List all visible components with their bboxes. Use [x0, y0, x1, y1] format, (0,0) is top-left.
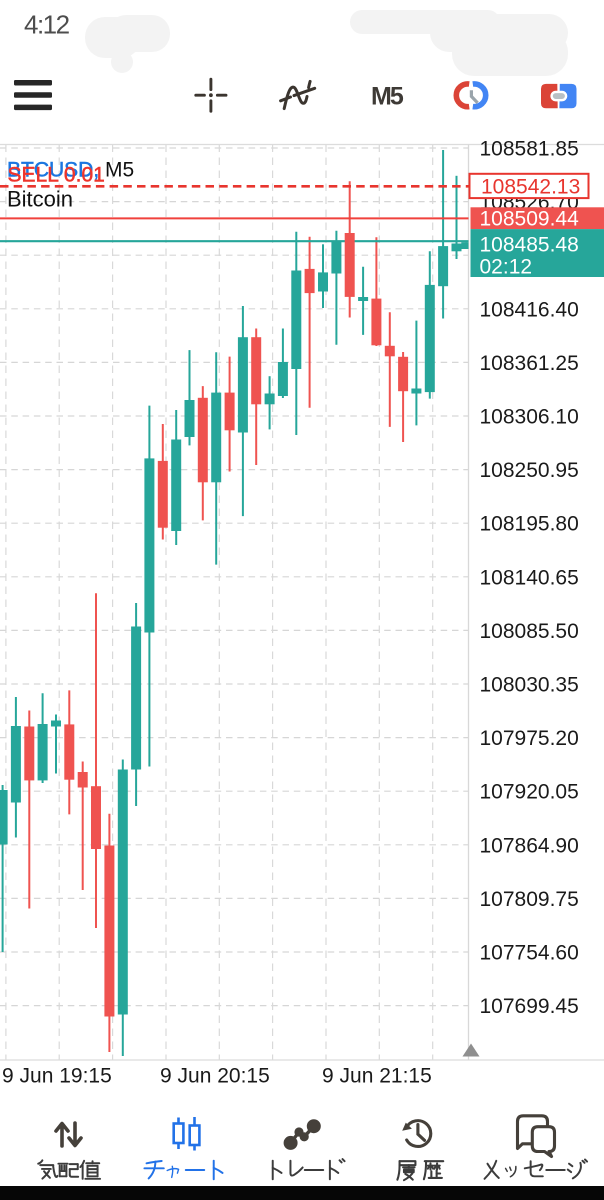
svg-text:107920.05: 107920.05: [480, 781, 579, 804]
svg-text:108306.10: 108306.10: [480, 406, 579, 429]
svg-text:02:12: 02:12: [480, 256, 533, 279]
svg-text:Bitcoin: Bitcoin: [7, 187, 73, 212]
svg-text:9 Jun 20:15: 9 Jun 20:15: [160, 1065, 270, 1088]
svg-text:108030.35: 108030.35: [480, 674, 579, 697]
svg-text:107975.20: 107975.20: [480, 727, 579, 750]
svg-text:108195.80: 108195.80: [480, 513, 579, 536]
svg-text:108250.95: 108250.95: [480, 459, 579, 482]
svg-text:108361.25: 108361.25: [480, 352, 579, 375]
svg-text:9 Jun 19:15: 9 Jun 19:15: [2, 1065, 112, 1088]
svg-text:107754.60: 107754.60: [480, 942, 579, 965]
svg-text:107699.45: 107699.45: [480, 995, 579, 1018]
svg-text:107864.90: 107864.90: [480, 834, 579, 857]
svg-text:108416.40: 108416.40: [480, 298, 579, 321]
svg-text:4:12: 4:12: [24, 10, 70, 40]
svg-text:108485.48: 108485.48: [480, 234, 579, 257]
svg-text:108542.13: 108542.13: [481, 176, 580, 199]
svg-text:108085.50: 108085.50: [480, 620, 579, 643]
svg-text:108509.44: 108509.44: [480, 208, 580, 231]
svg-text:107809.75: 107809.75: [480, 888, 579, 911]
svg-text:9 Jun 21:15: 9 Jun 21:15: [322, 1065, 432, 1088]
svg-text:SELL 0.01: SELL 0.01: [8, 164, 105, 187]
svg-text:108140.65: 108140.65: [480, 566, 579, 589]
svg-text:108581.85: 108581.85: [480, 138, 579, 161]
svg-text:M5: M5: [371, 82, 404, 110]
svg-text:BTCUSD, M5: BTCUSD, M5: [7, 159, 134, 182]
